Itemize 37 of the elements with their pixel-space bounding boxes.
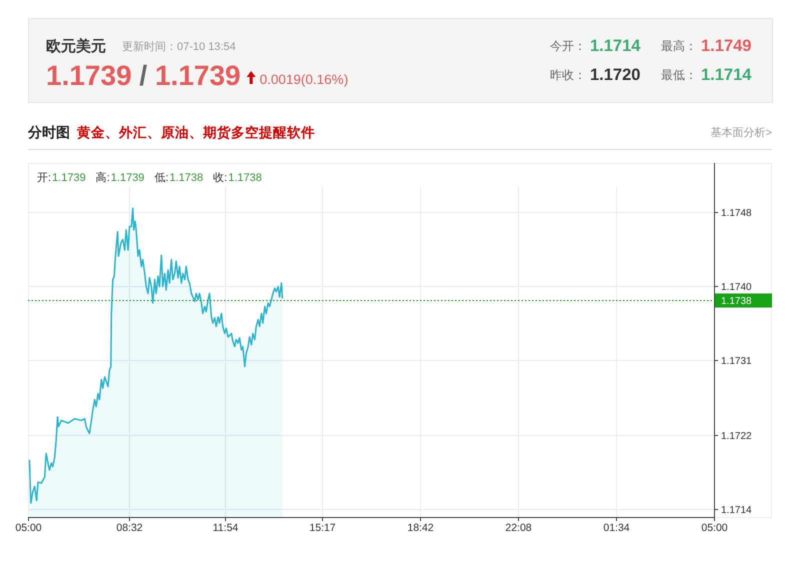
annotation: 开: [37,172,52,184]
annotation: 高: [96,172,110,184]
annotation: 1.1714 [590,37,640,55]
y-tick-label: 1.1740 [721,282,752,293]
x-tick-label: 08:32 [116,522,143,534]
ref-line-label: 1.1738 [721,296,752,307]
annotation: 低: [154,172,168,184]
annotation: 1.1738 [170,172,204,184]
y-tick-label: 1.1748 [721,208,752,219]
x-tick-label: 22:08 [505,522,532,534]
y-tick-label: 1.1731 [721,356,752,367]
title: 分时图 [28,124,70,140]
y-tick-label: 1.1722 [721,431,752,442]
x-tick-label: 18:42 [407,522,434,534]
annotation: 基本面分析> [710,127,772,139]
annotation: 1.1739 [110,172,144,184]
annotation: 最高： [661,39,697,53]
annotation: 1.1739 / 1.1739 [46,60,241,91]
annotation: 1.1738 [228,172,262,184]
annotation: 今开： [550,39,586,53]
annotation: 1.1720 [590,66,640,84]
x-tick-label: 05:00 [15,522,42,534]
subtitle: 更新时间：07-10 13:54 [122,41,236,53]
title: 欧元美元 [46,38,106,55]
annotation: 收: [213,172,228,184]
annotation: 0.0019(0.16%) [260,72,348,87]
annotation: 最低： [661,68,697,82]
x-tick-label: 01:34 [603,522,630,534]
annotation: 1.1749 [701,37,752,55]
x-tick-label: 05:00 [701,522,728,534]
annotation: 1.1714 [701,66,752,84]
x-tick-label: 11:54 [212,522,238,534]
annotation: 1.1739 [52,172,86,184]
x-tick-label: 15:17 [309,522,336,534]
y-tick-label: 1.1714 [721,505,752,516]
subtitle: 黄金、外汇、原油、期货多空提醒软件 [77,125,315,140]
annotation: 昨收： [550,68,586,82]
